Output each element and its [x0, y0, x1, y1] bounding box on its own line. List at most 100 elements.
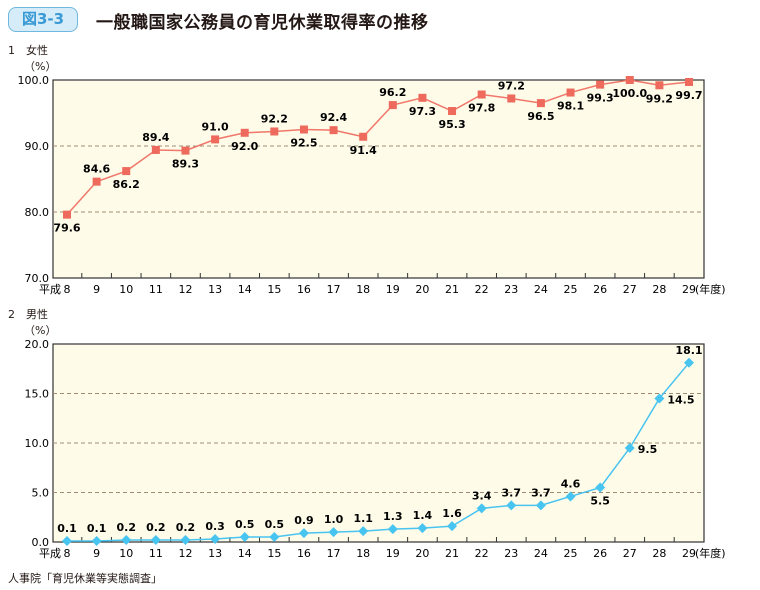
data-point [210, 534, 221, 545]
data-point [476, 503, 487, 514]
x-tick-label: 14 [238, 547, 252, 560]
data-label: 92.0 [231, 140, 258, 153]
x-tick-label: 26 [593, 547, 607, 560]
data-point [566, 88, 575, 97]
x-tick-label: 13 [208, 547, 222, 560]
x-tick-label: 17 [327, 283, 341, 296]
page-title: 一般職国家公務員の育児休業取得率の推移 [96, 13, 429, 33]
data-label: 1.0 [324, 513, 344, 526]
data-point [122, 167, 131, 176]
data-label: 99.2 [646, 92, 673, 105]
data-point [506, 500, 517, 511]
data-label: 0.3 [205, 520, 225, 533]
data-label: 84.6 [83, 163, 110, 176]
x-axis-unit: (年度) [695, 546, 726, 560]
data-label: 0.5 [235, 518, 255, 531]
data-label: 9.5 [638, 443, 658, 456]
y-tick-label: 70.0 [25, 272, 50, 285]
figure-badge: 図3-3 [8, 7, 78, 32]
x-tick-label: 9 [93, 547, 100, 560]
data-label: 97.2 [498, 79, 525, 92]
x-tick-label: 23 [504, 283, 518, 296]
data-point [358, 526, 369, 537]
data-point [387, 524, 398, 535]
data-point [447, 521, 458, 532]
data-label: 3.7 [502, 486, 522, 499]
data-label: 86.2 [113, 178, 140, 191]
x-prefix: 平成 [39, 547, 61, 560]
data-point [240, 128, 249, 137]
x-tick-label: 24 [534, 283, 548, 296]
x-tick-label: 18 [356, 283, 370, 296]
x-tick-label: 10 [119, 547, 133, 560]
data-point [536, 99, 545, 108]
x-tick-label: 19 [386, 547, 400, 560]
x-tick-label: 12 [178, 547, 192, 560]
x-tick-label: 26 [593, 283, 607, 296]
x-tick-label: 23 [504, 547, 518, 560]
data-point [150, 535, 161, 546]
data-point [269, 532, 280, 543]
data-label: 0.5 [265, 518, 285, 531]
data-point [92, 177, 101, 186]
x-tick-label: 8 [64, 283, 71, 296]
data-label: 92.5 [290, 137, 317, 150]
y-tick-label: 5.0 [32, 487, 50, 500]
x-tick-label: 15 [267, 283, 281, 296]
data-point [684, 357, 694, 368]
series-line [66, 79, 690, 216]
x-tick-label: 21 [445, 283, 459, 296]
y-unit-male: （%） [24, 324, 57, 337]
x-tick-label: 11 [149, 283, 163, 296]
data-point [329, 126, 338, 135]
x-tick-label: 11 [149, 547, 163, 560]
data-label: 100.0 [612, 87, 647, 100]
data-point [63, 210, 71, 219]
x-axis-unit: (年度) [695, 282, 726, 296]
data-label: 1.4 [413, 509, 433, 522]
data-point [388, 101, 397, 110]
x-tick-label: 14 [238, 283, 252, 296]
data-label: 91.0 [202, 120, 229, 133]
data-point [328, 527, 339, 538]
data-label: 89.3 [172, 158, 199, 171]
data-label: 98.1 [557, 100, 584, 113]
data-label: 1.1 [353, 512, 373, 525]
x-tick-label: 28 [652, 547, 666, 560]
x-prefix: 平成 [39, 283, 61, 296]
data-label: 91.4 [350, 144, 377, 157]
data-label: 92.4 [320, 111, 347, 124]
data-label: 99.7 [675, 89, 702, 102]
x-tick-label: 17 [327, 547, 341, 560]
data-point [239, 532, 250, 543]
data-point [299, 125, 308, 134]
data-point [448, 107, 457, 116]
x-tick-label: 8 [64, 547, 71, 560]
data-point [418, 93, 427, 102]
data-label: 1.3 [383, 510, 403, 523]
data-label: 4.6 [561, 477, 581, 490]
data-point [359, 132, 368, 141]
data-point [596, 80, 605, 89]
data-label: 0.2 [146, 521, 166, 534]
data-point [477, 90, 486, 99]
data-label: 79.6 [53, 222, 80, 235]
data-point [655, 81, 664, 90]
data-label: 89.4 [142, 131, 169, 144]
x-tick-label: 21 [445, 547, 459, 560]
data-point [535, 500, 546, 511]
data-label: 3.4 [472, 489, 492, 502]
data-point [685, 77, 693, 86]
data-point [121, 535, 132, 546]
data-point [211, 135, 220, 144]
data-label: 96.2 [379, 86, 406, 99]
section-label-female: 1 女性 [8, 44, 48, 57]
data-label: 1.6 [442, 507, 462, 520]
data-label: 97.3 [409, 105, 436, 118]
data-label: 0.1 [87, 522, 107, 535]
data-label: 0.2 [176, 521, 196, 534]
y-tick-label: 0.0 [32, 536, 50, 549]
y-tick-label: 80.0 [25, 206, 50, 219]
x-tick-label: 27 [623, 283, 637, 296]
